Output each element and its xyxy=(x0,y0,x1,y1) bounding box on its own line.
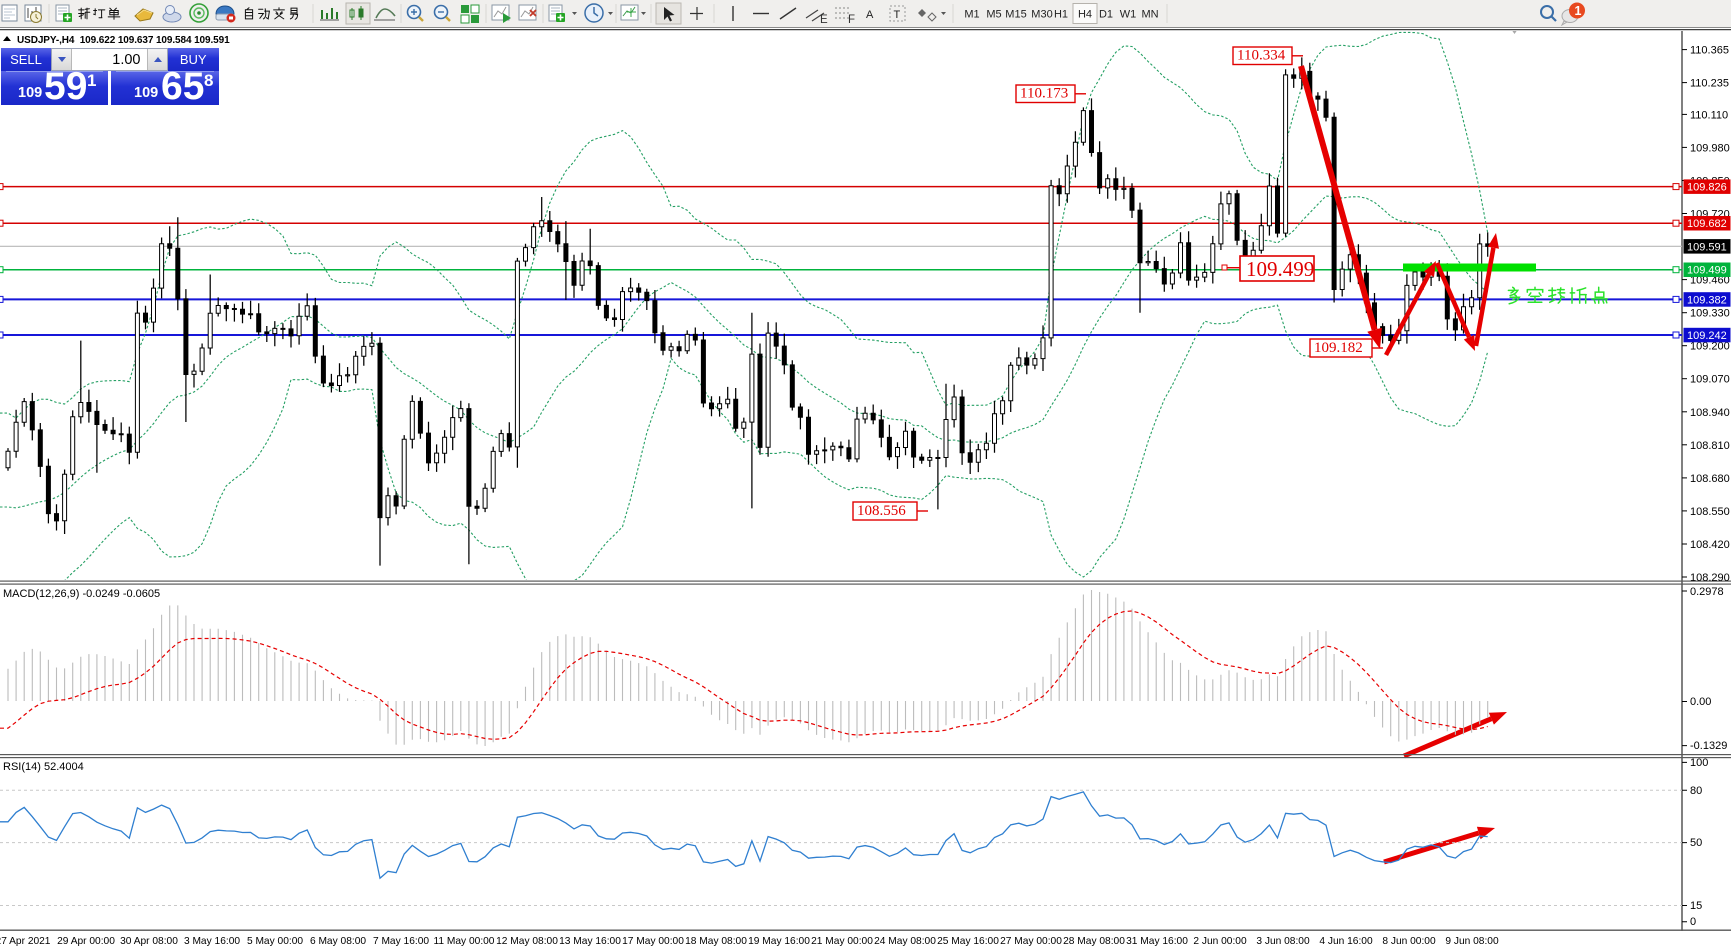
svg-text:13 May 16:00: 13 May 16:00 xyxy=(559,936,621,947)
svg-text:110.365: 110.365 xyxy=(1690,45,1729,57)
svg-text:2 Jun 00:00: 2 Jun 00:00 xyxy=(1193,936,1247,947)
svg-text:0.00: 0.00 xyxy=(1690,696,1711,708)
svg-text:21 May 00:00: 21 May 00:00 xyxy=(811,936,873,947)
svg-text:0: 0 xyxy=(1690,916,1696,928)
svg-text:T: T xyxy=(894,9,901,21)
svg-text:24 May 08:00: 24 May 08:00 xyxy=(874,936,936,947)
svg-text:1: 1 xyxy=(1575,4,1582,18)
svg-text:18 May 08:00: 18 May 08:00 xyxy=(685,936,747,947)
svg-text:109.182: 109.182 xyxy=(1314,340,1363,356)
svg-text:A: A xyxy=(866,9,874,21)
svg-text:9 Jun 08:00: 9 Jun 08:00 xyxy=(1445,936,1499,947)
svg-text:M15: M15 xyxy=(1005,9,1026,21)
svg-text:29 Apr 00:00: 29 Apr 00:00 xyxy=(57,936,115,947)
svg-text:28 May 08:00: 28 May 08:00 xyxy=(1063,936,1125,947)
svg-text:108.810: 108.810 xyxy=(1690,440,1730,452)
svg-text:109.826: 109.826 xyxy=(1687,182,1727,194)
svg-text:25 May 16:00: 25 May 16:00 xyxy=(937,936,999,947)
svg-text:MN: MN xyxy=(1141,9,1158,21)
svg-text:109.382: 109.382 xyxy=(1687,294,1727,306)
svg-text:W1: W1 xyxy=(1120,9,1137,21)
svg-text:108.556: 108.556 xyxy=(857,503,906,519)
svg-text:E: E xyxy=(820,14,828,26)
svg-text:50: 50 xyxy=(1690,837,1702,849)
svg-text:109.980: 109.980 xyxy=(1690,142,1730,154)
svg-text:RSI(14) 52.4004: RSI(14) 52.4004 xyxy=(3,761,84,773)
svg-text:0.2978: 0.2978 xyxy=(1690,586,1724,598)
svg-text:7 May 16:00: 7 May 16:00 xyxy=(373,936,429,947)
svg-text:H1: H1 xyxy=(1054,9,1068,21)
svg-text:15: 15 xyxy=(1690,900,1702,912)
svg-text:109.591: 109.591 xyxy=(1687,241,1727,253)
svg-text:80: 80 xyxy=(1690,785,1702,797)
svg-text:11 May 00:00: 11 May 00:00 xyxy=(434,936,495,947)
svg-text:109.682: 109.682 xyxy=(1687,218,1727,230)
svg-text:3 Jun 08:00: 3 Jun 08:00 xyxy=(1256,936,1310,947)
svg-text:110.173: 110.173 xyxy=(1020,86,1068,102)
svg-text:109.242: 109.242 xyxy=(1687,330,1727,342)
svg-text:27 Apr 2021: 27 Apr 2021 xyxy=(0,936,51,947)
svg-text:-0.1329: -0.1329 xyxy=(1690,740,1727,752)
svg-text:108.550: 108.550 xyxy=(1690,506,1730,518)
svg-text:108.420: 108.420 xyxy=(1690,539,1730,551)
svg-text:108.940: 108.940 xyxy=(1690,407,1730,419)
svg-text:109.070: 109.070 xyxy=(1690,374,1730,386)
svg-text:27 May 00:00: 27 May 00:00 xyxy=(1000,936,1062,947)
svg-text:109.460: 109.460 xyxy=(1690,275,1730,287)
svg-text:110.235: 110.235 xyxy=(1690,78,1729,90)
svg-text:109.330: 109.330 xyxy=(1690,308,1730,320)
svg-text:110.334: 110.334 xyxy=(1237,48,1286,64)
svg-text:109.200: 109.200 xyxy=(1690,341,1730,353)
svg-text:M30: M30 xyxy=(1031,9,1052,21)
svg-text:108.680: 108.680 xyxy=(1690,473,1730,485)
svg-text:H4: H4 xyxy=(1078,9,1092,21)
svg-text:30 Apr 08:00: 30 Apr 08:00 xyxy=(120,936,178,947)
svg-text:D1: D1 xyxy=(1099,9,1113,21)
svg-text:8 Jun 00:00: 8 Jun 00:00 xyxy=(1382,936,1436,947)
svg-text:109.499: 109.499 xyxy=(1687,265,1727,277)
svg-text:19 May 16:00: 19 May 16:00 xyxy=(748,936,810,947)
svg-text:108.290: 108.290 xyxy=(1690,572,1730,584)
svg-text:5 May 00:00: 5 May 00:00 xyxy=(247,936,303,947)
svg-text:M5: M5 xyxy=(986,9,1001,21)
svg-text:17 May 00:00: 17 May 00:00 xyxy=(622,936,684,947)
svg-text:4 Jun 16:00: 4 Jun 16:00 xyxy=(1319,936,1373,947)
svg-text:M1: M1 xyxy=(964,9,979,21)
svg-text:3 May 16:00: 3 May 16:00 xyxy=(184,936,240,947)
svg-text:F: F xyxy=(848,14,855,26)
svg-text:31 May 16:00: 31 May 16:00 xyxy=(1126,936,1188,947)
svg-text:110.110: 110.110 xyxy=(1690,109,1728,121)
svg-text:100: 100 xyxy=(1690,757,1708,769)
svg-text:12 May 08:00: 12 May 08:00 xyxy=(496,936,558,947)
svg-text:MACD(12,26,9) -0.0249 -0.0605: MACD(12,26,9) -0.0249 -0.0605 xyxy=(3,588,160,600)
svg-text:6 May 08:00: 6 May 08:00 xyxy=(310,936,366,947)
svg-text:109.499: 109.499 xyxy=(1246,257,1314,281)
